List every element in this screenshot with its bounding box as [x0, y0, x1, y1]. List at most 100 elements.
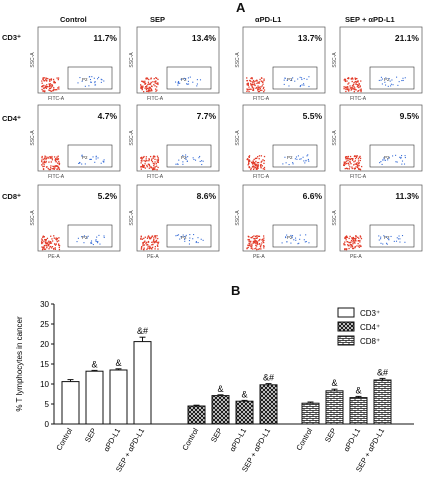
- flow-event-dot: [286, 234, 288, 236]
- flow-event-dot: [89, 158, 92, 160]
- flow-event-dot: [153, 242, 156, 244]
- flow-column-header-control: Control: [60, 15, 87, 24]
- flow-event-dot: [142, 81, 144, 83]
- flow-event-dot: [260, 167, 262, 169]
- flow-event-dot: [378, 79, 380, 82]
- flow-event-dot: [295, 156, 298, 158]
- significance-label: &#: [137, 326, 148, 336]
- x-tick-label: Control: [294, 426, 314, 452]
- flow-event-dot: [354, 245, 356, 248]
- flow-event-dot: [41, 160, 43, 163]
- flow-event-dot: [141, 80, 143, 82]
- flow-event-dot: [94, 82, 96, 84]
- flow-event-dot: [258, 155, 261, 157]
- flow-event-dot: [255, 87, 257, 89]
- flow-event-dot: [359, 155, 361, 158]
- flow-event-dot: [54, 244, 57, 246]
- flow-event-dot: [380, 161, 382, 163]
- flow-event-dot: [189, 76, 191, 78]
- flow-event-dot: [351, 237, 353, 239]
- flow-event-dot: [354, 238, 356, 240]
- flow-event-dot: [355, 81, 358, 83]
- flow-event-dot: [148, 164, 151, 167]
- flow-event-dot: [141, 156, 143, 158]
- flow-event-dot: [248, 159, 250, 161]
- flow-event-dot: [250, 83, 252, 85]
- flow-event-dot: [383, 235, 385, 237]
- x-tick-label: αPD-L1: [228, 427, 249, 454]
- flow-event-dot: [352, 84, 355, 86]
- flow-event-dot: [388, 78, 390, 80]
- flow-event-dot: [389, 80, 391, 82]
- flow-event-dot: [157, 241, 160, 243]
- flow-event-dot: [357, 90, 359, 92]
- flow-event-dot: [388, 239, 390, 241]
- bar: [211, 395, 230, 425]
- flow-event-dot: [250, 77, 252, 80]
- flow-event-dot: [303, 84, 305, 86]
- flow-event-dot: [399, 241, 401, 243]
- flow-event-dot: [44, 157, 46, 159]
- flow-event-dot: [252, 87, 254, 89]
- flow-event-dot: [57, 162, 59, 164]
- flow-event-dot: [57, 78, 59, 81]
- flow-event-dot: [259, 88, 261, 90]
- flow-event-dot: [103, 235, 105, 237]
- flow-event-dot: [41, 248, 44, 251]
- flow-event-dot: [359, 239, 361, 242]
- flow-event-dot: [49, 87, 51, 89]
- flow-event-dot: [252, 89, 254, 91]
- flow-event-dot: [152, 81, 154, 83]
- flow-event-dot: [145, 160, 147, 162]
- flow-event-dot: [247, 84, 249, 86]
- flow-event-dot: [47, 156, 49, 158]
- flow-event-dot: [53, 235, 55, 237]
- flow-event-dot: [252, 165, 255, 167]
- flow-event-dot: [254, 238, 256, 240]
- flow-event-dot: [292, 163, 294, 165]
- flow-event-dot: [188, 243, 191, 245]
- flow-event-dot: [49, 89, 51, 92]
- flow-event-dot: [45, 85, 48, 88]
- flow-event-dot: [252, 161, 255, 163]
- flow-event-dot: [396, 161, 398, 163]
- flow-event-dot: [50, 78, 53, 80]
- flow-event-dot: [156, 235, 158, 237]
- flow-gate-label: P2: [384, 155, 390, 160]
- flow-event-dot: [182, 154, 184, 157]
- flow-event-dot: [354, 242, 356, 244]
- flow-event-dot: [263, 237, 265, 239]
- flow-event-dot: [251, 86, 253, 88]
- flow-event-dot: [248, 166, 250, 168]
- flow-event-dot: [185, 154, 187, 156]
- flow-event-dot: [53, 87, 55, 89]
- flow-event-dot: [140, 162, 142, 164]
- flow-event-dot: [45, 86, 47, 89]
- flow-event-dot: [387, 85, 389, 87]
- flow-event-dot: [294, 80, 296, 82]
- flow-event-dot: [147, 247, 149, 249]
- flow-event-dot: [246, 84, 248, 86]
- bar: [301, 402, 320, 425]
- flow-y-axis-label: SSC-A: [235, 210, 241, 226]
- flow-event-dot: [348, 164, 350, 166]
- flow-event-dot: [51, 245, 54, 248]
- flow-event-dot: [46, 243, 48, 245]
- flow-event-dot: [282, 163, 284, 165]
- flow-event-dot: [350, 246, 352, 248]
- flow-event-dot: [260, 244, 262, 246]
- flow-event-dot: [358, 162, 361, 164]
- flow-event-dot: [386, 236, 388, 238]
- flow-event-dot: [350, 78, 353, 80]
- flow-event-dot: [48, 243, 50, 245]
- flow-event-dot: [254, 240, 256, 243]
- flow-event-dot: [42, 158, 44, 160]
- flow-event-dot: [246, 79, 249, 82]
- flow-event-dot: [258, 90, 260, 93]
- flow-event-dot: [359, 157, 362, 159]
- flow-event-dot: [356, 164, 358, 166]
- flow-event-dot: [192, 157, 194, 159]
- flow-events-blue: [78, 154, 105, 165]
- flow-event-dot: [349, 161, 351, 163]
- flow-event-dot: [343, 162, 346, 164]
